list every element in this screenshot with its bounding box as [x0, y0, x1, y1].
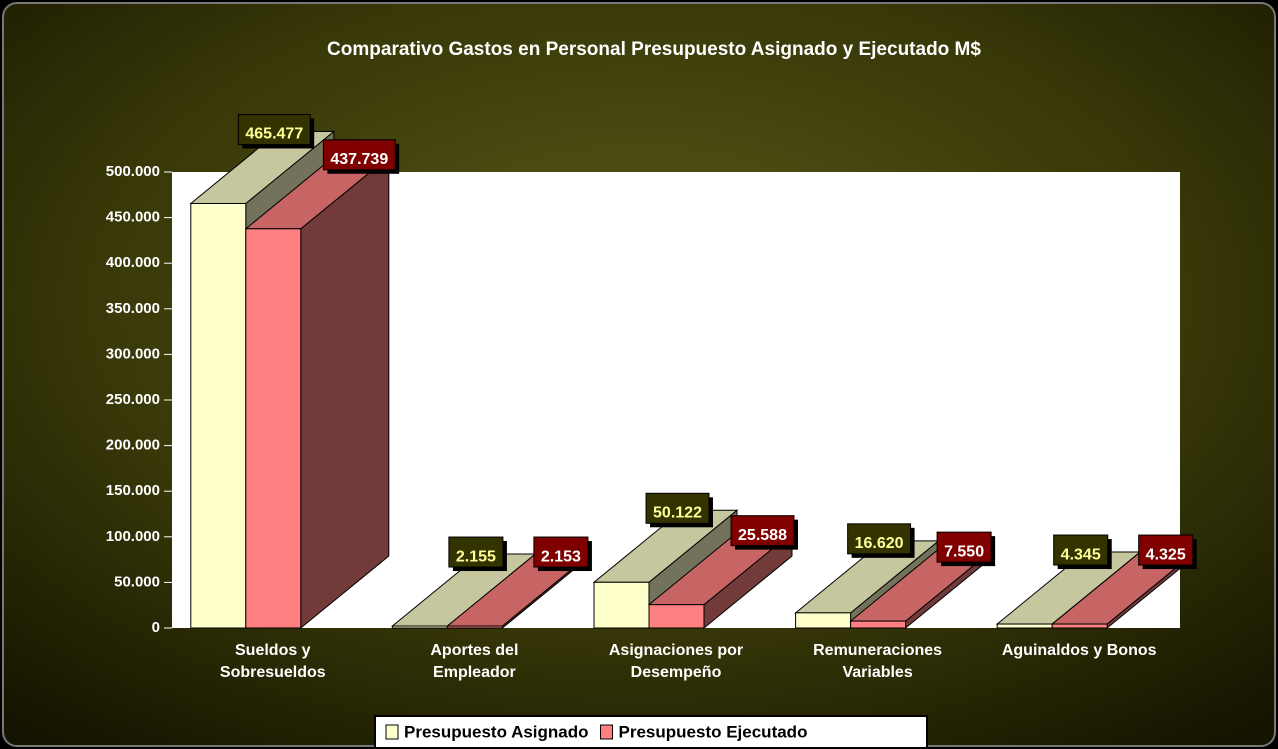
y-tick-label: 100.000 — [106, 528, 160, 545]
data-label: 2.153 — [541, 548, 581, 565]
data-label-box — [645, 492, 710, 524]
data-label-box — [322, 139, 396, 171]
y-tick-label: 200.000 — [106, 437, 160, 454]
legend — [374, 715, 928, 749]
bar — [391, 625, 448, 629]
bar — [996, 623, 1053, 629]
bar — [648, 604, 705, 629]
x-tick-label: Aguinaldos y Bonos — [1001, 642, 1157, 659]
data-label: 2.155 — [456, 548, 496, 565]
data-label: 465.477 — [245, 126, 303, 143]
data-label: 50.122 — [653, 505, 702, 522]
bar — [850, 620, 907, 629]
y-tick-label: 150.000 — [106, 482, 160, 499]
y-tick-label: 400.000 — [106, 254, 160, 271]
bar — [1051, 623, 1108, 629]
data-label-box — [237, 113, 311, 145]
chart-title: Comparativo Gastos en Personal Presupues… — [327, 39, 981, 60]
y-tick-label: 350.000 — [106, 300, 160, 317]
data-label: 25.588 — [738, 527, 787, 544]
bar — [446, 625, 503, 629]
data-label-box — [1138, 534, 1194, 566]
data-label-box — [1053, 534, 1109, 566]
bar — [593, 581, 650, 629]
data-label: 16.620 — [855, 535, 904, 552]
x-tick-label: Asignaciones por Desempeño — [608, 642, 744, 681]
data-label-box — [847, 523, 912, 555]
bar — [190, 202, 247, 629]
y-tick-label: 250.000 — [106, 391, 160, 408]
y-tick-label: 500.000 — [106, 163, 160, 180]
data-label-box — [448, 536, 504, 568]
y-tick-label: 300.000 — [106, 345, 160, 362]
data-label: 437.739 — [330, 151, 388, 168]
bar — [245, 228, 302, 629]
data-label-box — [533, 536, 589, 568]
legend-swatch — [385, 724, 399, 740]
y-tick-label: 450.000 — [106, 209, 160, 226]
data-label-box — [730, 515, 795, 547]
data-label: 4.345 — [1061, 546, 1101, 563]
data-label-box — [936, 531, 992, 563]
x-tick-label: Aportes del Empleador — [430, 642, 519, 681]
legend-label: Presupuesto Ejecutado — [619, 722, 808, 741]
data-label: 4.325 — [1146, 546, 1186, 563]
bar-side — [300, 155, 390, 630]
legend-swatch — [600, 724, 614, 740]
x-tick-label: Sueldos y Sobresueldos — [219, 642, 326, 681]
data-label: 7.550 — [944, 543, 984, 560]
x-tick-label: Remuneraciones Variables — [813, 642, 943, 681]
y-tick-label: 50.000 — [114, 573, 160, 590]
legend-label: Presupuesto Asignado — [404, 722, 589, 741]
y-tick-label: 0 — [152, 619, 160, 636]
bar — [795, 612, 852, 629]
